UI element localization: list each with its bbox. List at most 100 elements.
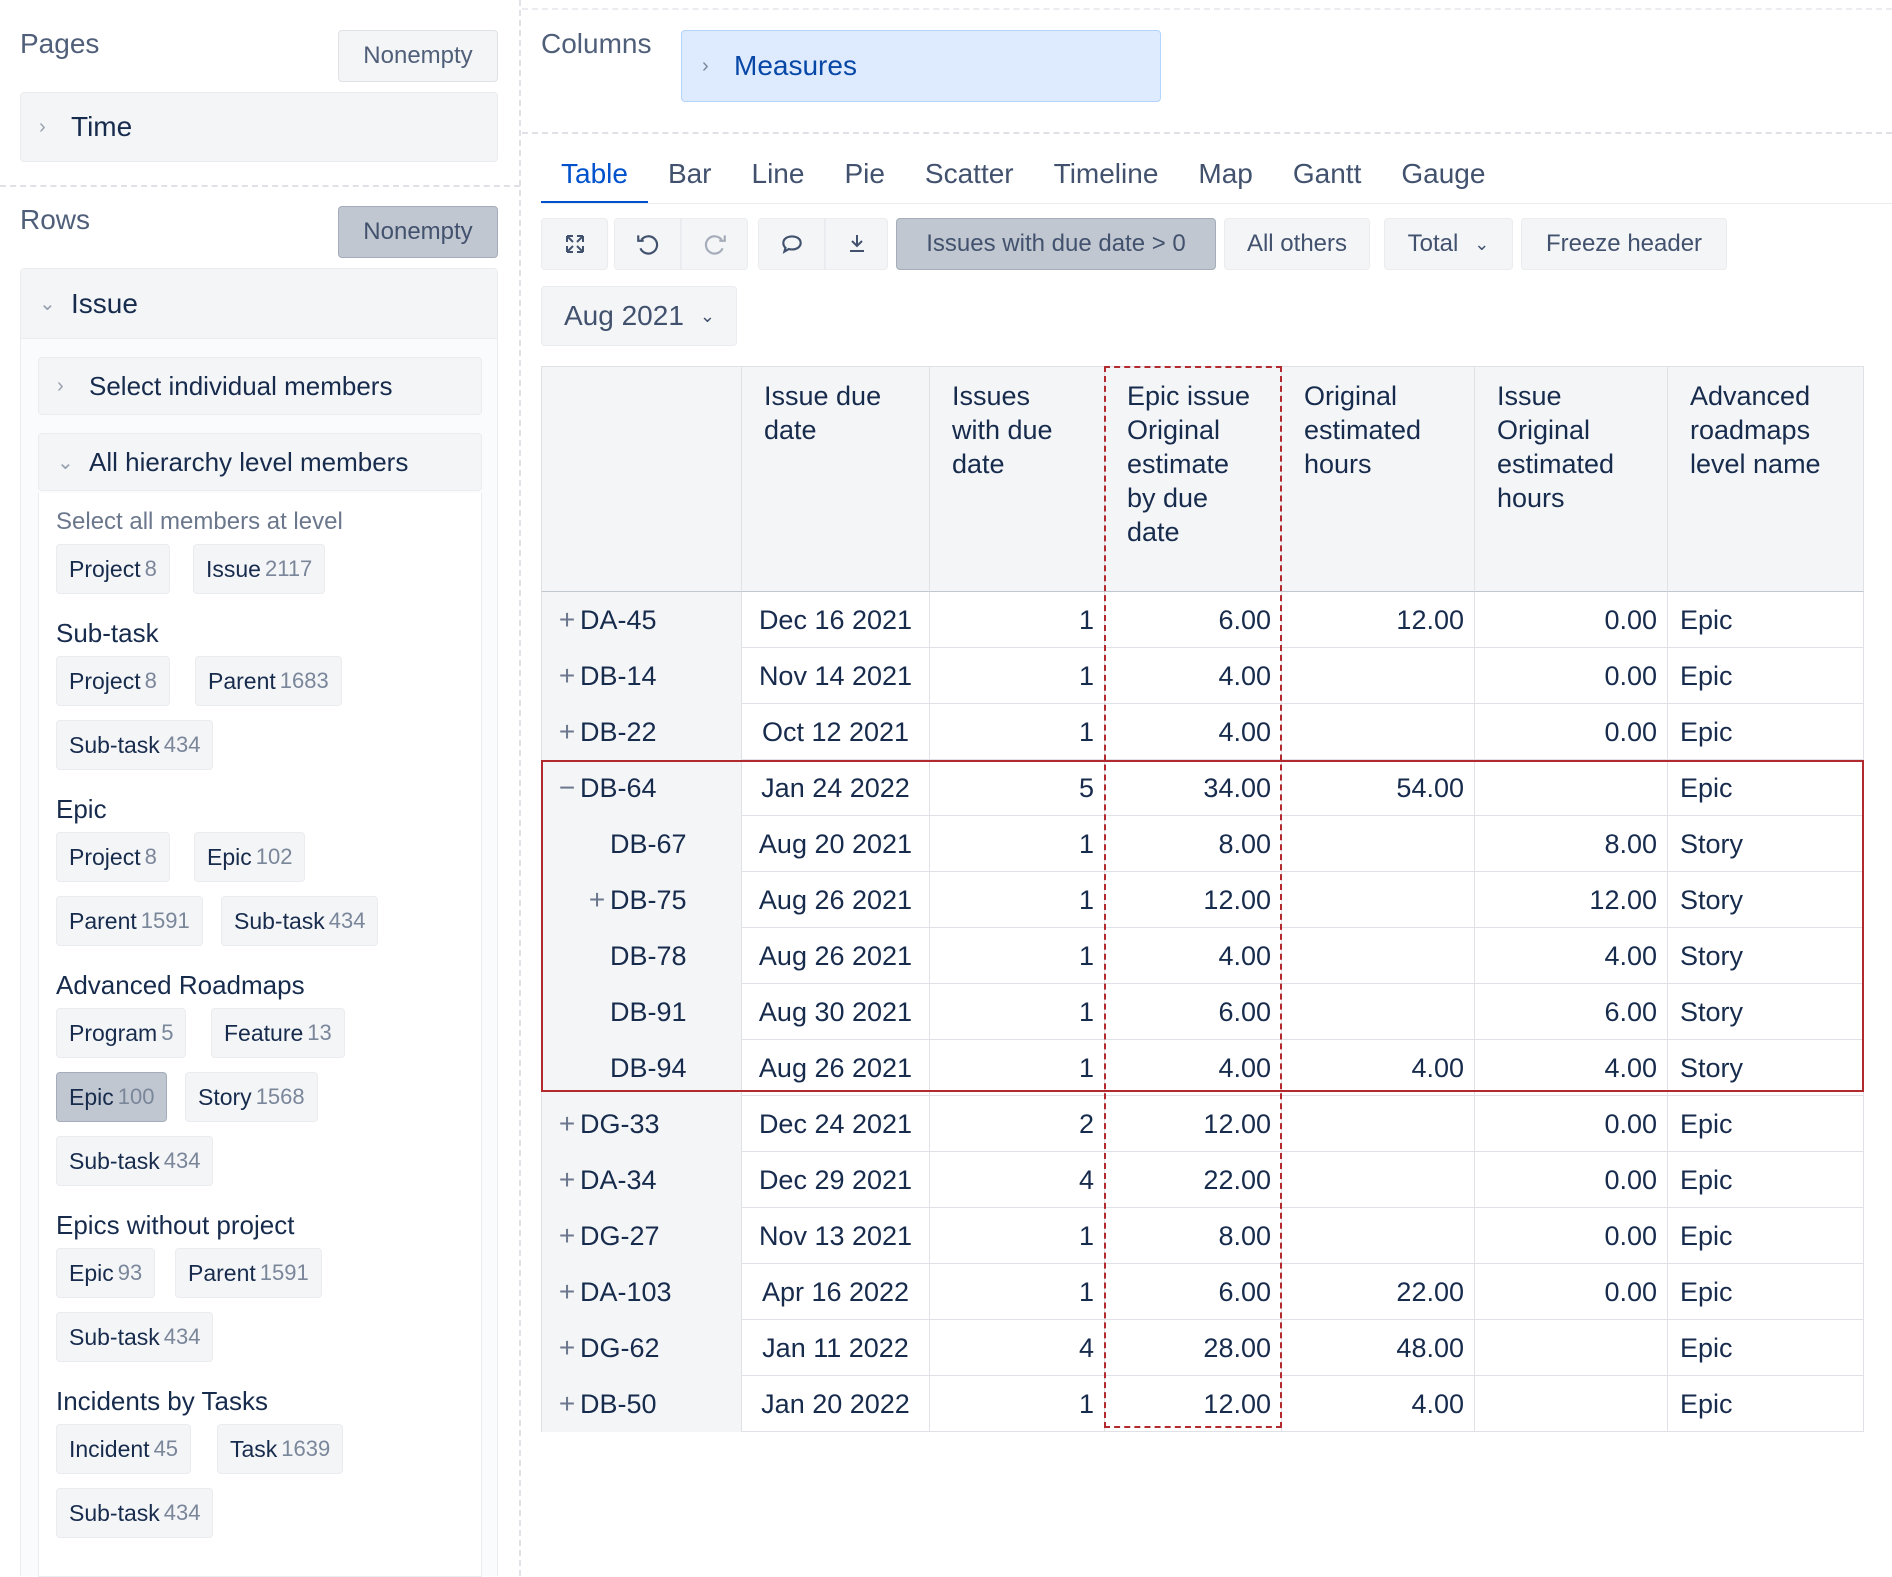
header-label: Issues with due date [952,381,1053,479]
columns-measures-dimension[interactable]: › Measures [681,30,1161,102]
row-member-dg-33[interactable]: + DG-33 [541,1096,742,1152]
cell-issue-orig: 0.00 [1475,1264,1668,1320]
freeze-header-button[interactable]: Freeze header [1521,218,1727,270]
expand-icon[interactable]: + [558,1220,576,1251]
column-header-epic-original-estimate[interactable]: Epic issue Original estimate by due date [1105,366,1282,592]
level-chip-sub-task[interactable]: Sub-task 434 [221,896,379,946]
expand-icon[interactable]: + [558,1276,576,1307]
chip-count: 434 [163,1324,201,1349]
table-row: + DA-34 Dec 29 2021 4 22.00 0.00 Epic [541,1152,1864,1208]
cell-orig [1282,1152,1475,1208]
expand-icon[interactable]: + [558,1108,576,1139]
cell-epic-est: 22.00 [1105,1152,1282,1208]
tab-pie[interactable]: Pie [844,158,885,189]
level-chip-feature[interactable]: Feature 13 [211,1008,345,1058]
level-chip-incident[interactable]: Incident 45 [56,1424,192,1474]
collapse-icon[interactable]: − [558,772,576,803]
column-header-level-name[interactable]: Advanced roadmaps level name [1668,366,1864,592]
row-member-dg-62[interactable]: + DG-62 [541,1320,742,1376]
level-chip-program[interactable]: Program 5 [56,1008,187,1058]
fullscreen-button[interactable] [541,218,608,270]
period-dropdown[interactable]: Aug 2021 ⌄ [541,286,737,346]
tab-timeline[interactable]: Timeline [1053,158,1159,189]
tab-map[interactable]: Map [1198,158,1253,189]
chevron-down-icon: ⌄ [39,293,56,315]
row-member-db-94[interactable]: DB-94 [541,1040,742,1096]
row-member-db-14[interactable]: + DB-14 [541,648,742,704]
header-label: Original estimated hours [1304,381,1422,479]
issue-dimension-header[interactable]: ⌄ Issue [21,269,497,339]
divider [522,132,1892,134]
tab-line[interactable]: Line [751,158,805,189]
tab-bar[interactable]: Bar [667,158,712,189]
row-member-db-75[interactable]: + DB-75 [541,872,742,928]
row-member-da-45[interactable]: + DA-45 [541,592,742,648]
export-button[interactable] [825,218,888,270]
redo-button[interactable] [681,218,748,270]
column-header-issue-original-estimated-hours[interactable]: Issue Original estimated hours [1475,366,1668,592]
column-header-issues-with-due-date[interactable]: Issues with due date [930,366,1105,592]
member-label: DB-75 [610,885,687,915]
tab-scatter[interactable]: Scatter [924,158,1014,189]
row-member-db-50[interactable]: + DB-50 [541,1376,742,1432]
tab-table[interactable]: Table [541,150,648,204]
row-header-corner [541,366,742,592]
tab-gauge[interactable]: Gauge [1401,158,1486,189]
total-dropdown[interactable]: Total ⌄ [1384,218,1513,270]
tab-gantt[interactable]: Gantt [1292,158,1362,189]
expand-icon[interactable]: + [558,716,576,747]
rows-nonempty-button[interactable]: Nonempty [338,206,498,258]
level-chip-story[interactable]: Story 1568 [185,1072,318,1122]
level-chip-sub-task[interactable]: Sub-task 434 [56,1312,214,1362]
expand-icon[interactable]: + [588,884,606,915]
level-chip-issue[interactable]: Issue 2117 [193,544,326,594]
expand-icon[interactable]: + [558,1332,576,1363]
level-chip-sub-task[interactable]: Sub-task 434 [56,1136,214,1186]
pages-nonempty-button[interactable]: Nonempty [338,30,498,82]
filter-issues-with-due-date-button[interactable]: Issues with due date > 0 [896,218,1216,270]
level-chip-sub-task[interactable]: Sub-task 434 [56,720,214,770]
select-individual-members[interactable]: › Select individual members [38,357,482,415]
level-chip-parent[interactable]: Parent 1591 [175,1248,322,1298]
row-member-dg-27[interactable]: + DG-27 [541,1208,742,1264]
chip-count: 434 [163,1500,201,1525]
cell-count: 1 [930,984,1105,1040]
cell-issue-orig: 0.00 [1475,1096,1668,1152]
undo-button[interactable] [614,218,681,270]
row-member-db-78[interactable]: DB-78 [541,928,742,984]
comment-button[interactable] [758,218,825,270]
row-member-da-34[interactable]: + DA-34 [541,1152,742,1208]
expand-icon[interactable]: + [558,1388,576,1419]
pages-time-dimension[interactable]: › Time [20,92,498,162]
row-member-db-91[interactable]: DB-91 [541,984,742,1040]
row-member-db-64[interactable]: − DB-64 [541,760,742,816]
row-member-da-103[interactable]: + DA-103 [541,1264,742,1320]
cell-count: 1 [930,1264,1105,1320]
expand-icon[interactable]: + [558,1164,576,1195]
level-chip-parent[interactable]: Parent 1591 [56,896,203,946]
level-chip-epic[interactable]: Epic 102 [194,832,306,882]
level-chip-parent[interactable]: Parent 1683 [195,656,342,706]
cell-level: Epic [1668,1208,1864,1264]
level-chip-task[interactable]: Task 1639 [217,1424,344,1474]
chip-count: 434 [328,908,366,933]
cell-issue-orig [1475,760,1668,816]
all-others-button[interactable]: All others [1224,218,1370,270]
level-chip-epic[interactable]: Epic 93 [56,1248,156,1298]
level-chip-sub-task[interactable]: Sub-task 434 [56,1488,214,1538]
level-chip-project[interactable]: Project 8 [56,656,170,706]
cell-orig: 4.00 [1282,1376,1475,1432]
expand-icon[interactable]: + [558,660,576,691]
dimension-label: Time [71,111,133,142]
cell-level: Story [1668,872,1864,928]
row-member-db-22[interactable]: + DB-22 [541,704,742,760]
expand-icon[interactable]: + [558,604,576,635]
column-header-original-estimated-hours[interactable]: Original estimated hours [1282,366,1475,592]
level-chip-project[interactable]: Project 8 [56,832,170,882]
level-chip-epic-selected[interactable]: Epic 100 [56,1072,168,1122]
column-header-issue-due-date[interactable]: Issue due date [742,366,930,592]
level-chip-project[interactable]: Project 8 [56,544,170,594]
all-hierarchy-level-members[interactable]: ⌄ All hierarchy level members [38,433,482,491]
chip-count: 102 [255,844,293,869]
row-member-db-67[interactable]: DB-67 [541,816,742,872]
